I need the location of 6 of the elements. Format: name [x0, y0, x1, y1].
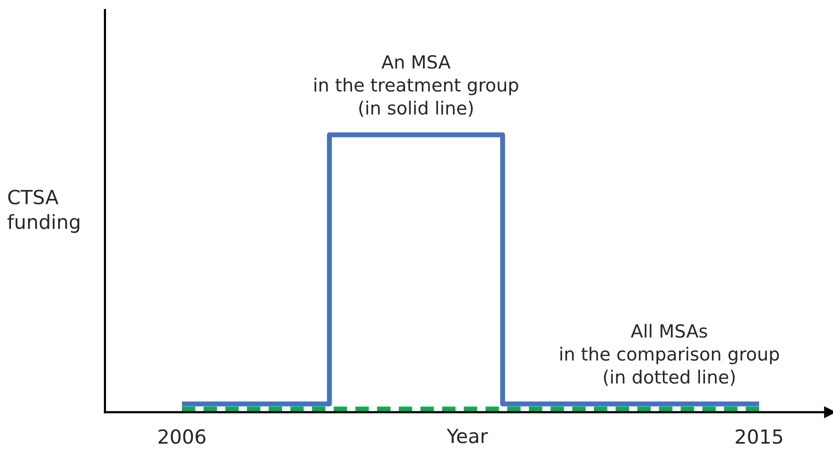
- annotation: An MSA in the treatment group (in solid line): [314, 55, 518, 117]
- y-axis-title: CTSA funding: [8, 190, 80, 233]
- x-tick-label: 2015: [736, 429, 782, 444]
- x-axis-title: Year: [446, 428, 488, 444]
- annotation: All MSAs in the comparison group (in dotted line): [560, 324, 779, 386]
- x-tick-label: 2006: [158, 429, 206, 444]
